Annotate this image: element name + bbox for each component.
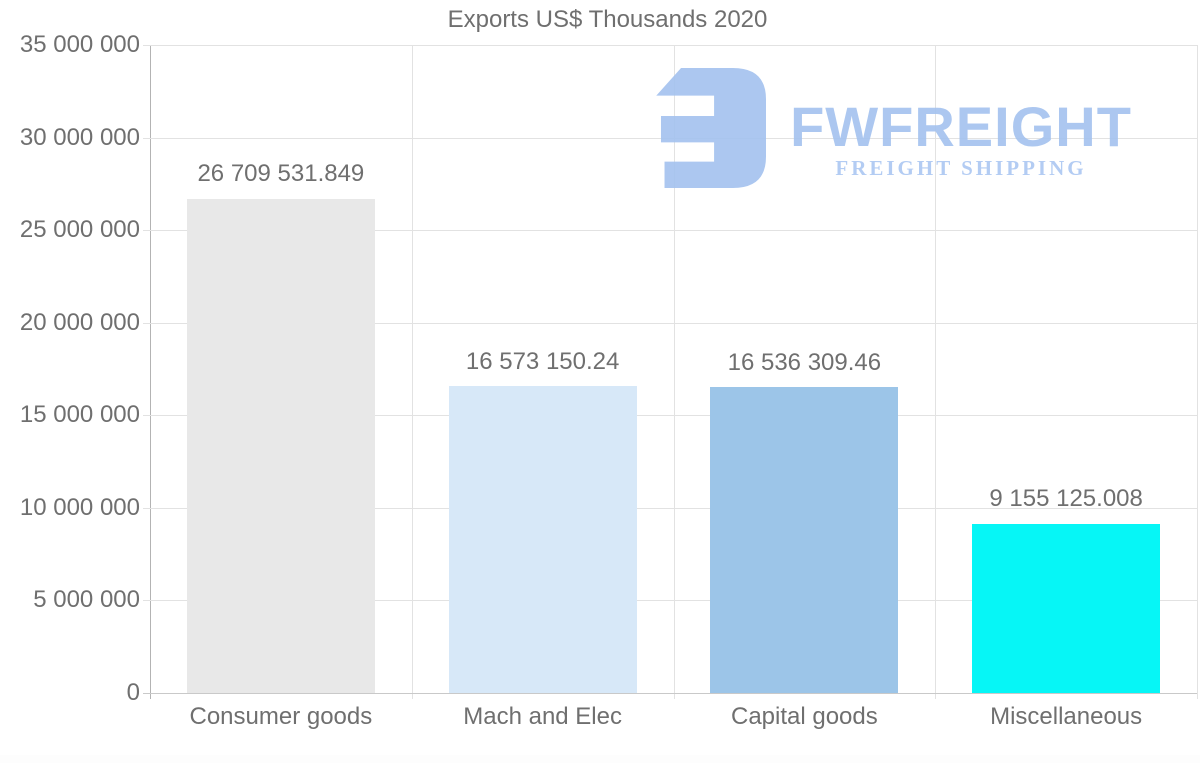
x-axis-category-label: Mach and Elec bbox=[463, 703, 622, 730]
watermark-tagline-text: FREIGHT SHIPPING bbox=[835, 156, 1087, 180]
watermark-logo: FWFREIGHT FREIGHT SHIPPING bbox=[648, 68, 1148, 190]
vertical-gridline bbox=[411, 45, 413, 699]
horizontal-gridline bbox=[143, 45, 1197, 46]
horizontal-gridline bbox=[143, 600, 1197, 602]
y-axis-tick-label: 0 bbox=[126, 679, 140, 706]
y-axis-tick-label: 10 000 000 bbox=[19, 493, 140, 521]
y-axis-tick-label: 15 000 000 bbox=[19, 401, 140, 429]
x-axis-line bbox=[143, 693, 1197, 694]
horizontal-gridline bbox=[143, 230, 1197, 232]
y-axis-tick-label: 30 000 000 bbox=[19, 123, 140, 151]
x-axis-category-label: Miscellaneous bbox=[990, 703, 1143, 730]
y-axis-tick-label: 5 000 000 bbox=[33, 586, 140, 614]
x-axis-category-label: Capital goods bbox=[730, 703, 878, 730]
bar-value-label: 9 155 125.008 bbox=[989, 485, 1143, 513]
horizontal-gridline bbox=[143, 415, 1197, 417]
fwfreight-logo-icon bbox=[656, 68, 766, 188]
bar-mach-and-elec bbox=[448, 386, 637, 693]
plot-area bbox=[143, 45, 1198, 699]
bar-value-label: 16 536 309.46 bbox=[727, 348, 882, 376]
horizontal-gridline bbox=[143, 322, 1197, 324]
bar-value-label: 16 573 150.24 bbox=[465, 348, 620, 376]
bar-value-label: 26 709 531.849 bbox=[197, 160, 365, 188]
y-axis-tick-label: 35 000 000 bbox=[19, 31, 140, 58]
horizontal-gridline bbox=[143, 507, 1197, 509]
watermark-brand-text: FWFREIGHT bbox=[790, 95, 1132, 158]
y-axis-tick-label: 25 000 000 bbox=[19, 216, 140, 244]
vertical-gridline bbox=[1197, 45, 1198, 699]
bar-capital-goods bbox=[710, 386, 899, 693]
bottom-margin bbox=[0, 755, 1200, 763]
y-axis-tick-label: 20 000 000 bbox=[19, 308, 140, 336]
bar-miscellaneous bbox=[972, 523, 1161, 693]
x-axis-category-label: Consumer goods bbox=[189, 703, 373, 730]
vertical-gridline bbox=[935, 45, 937, 699]
bar-consumer-goods bbox=[186, 198, 375, 693]
vertical-gridline bbox=[673, 45, 675, 699]
chart-title: Exports US$ Thousands 2020 bbox=[447, 6, 768, 33]
y-axis-line bbox=[150, 45, 151, 699]
